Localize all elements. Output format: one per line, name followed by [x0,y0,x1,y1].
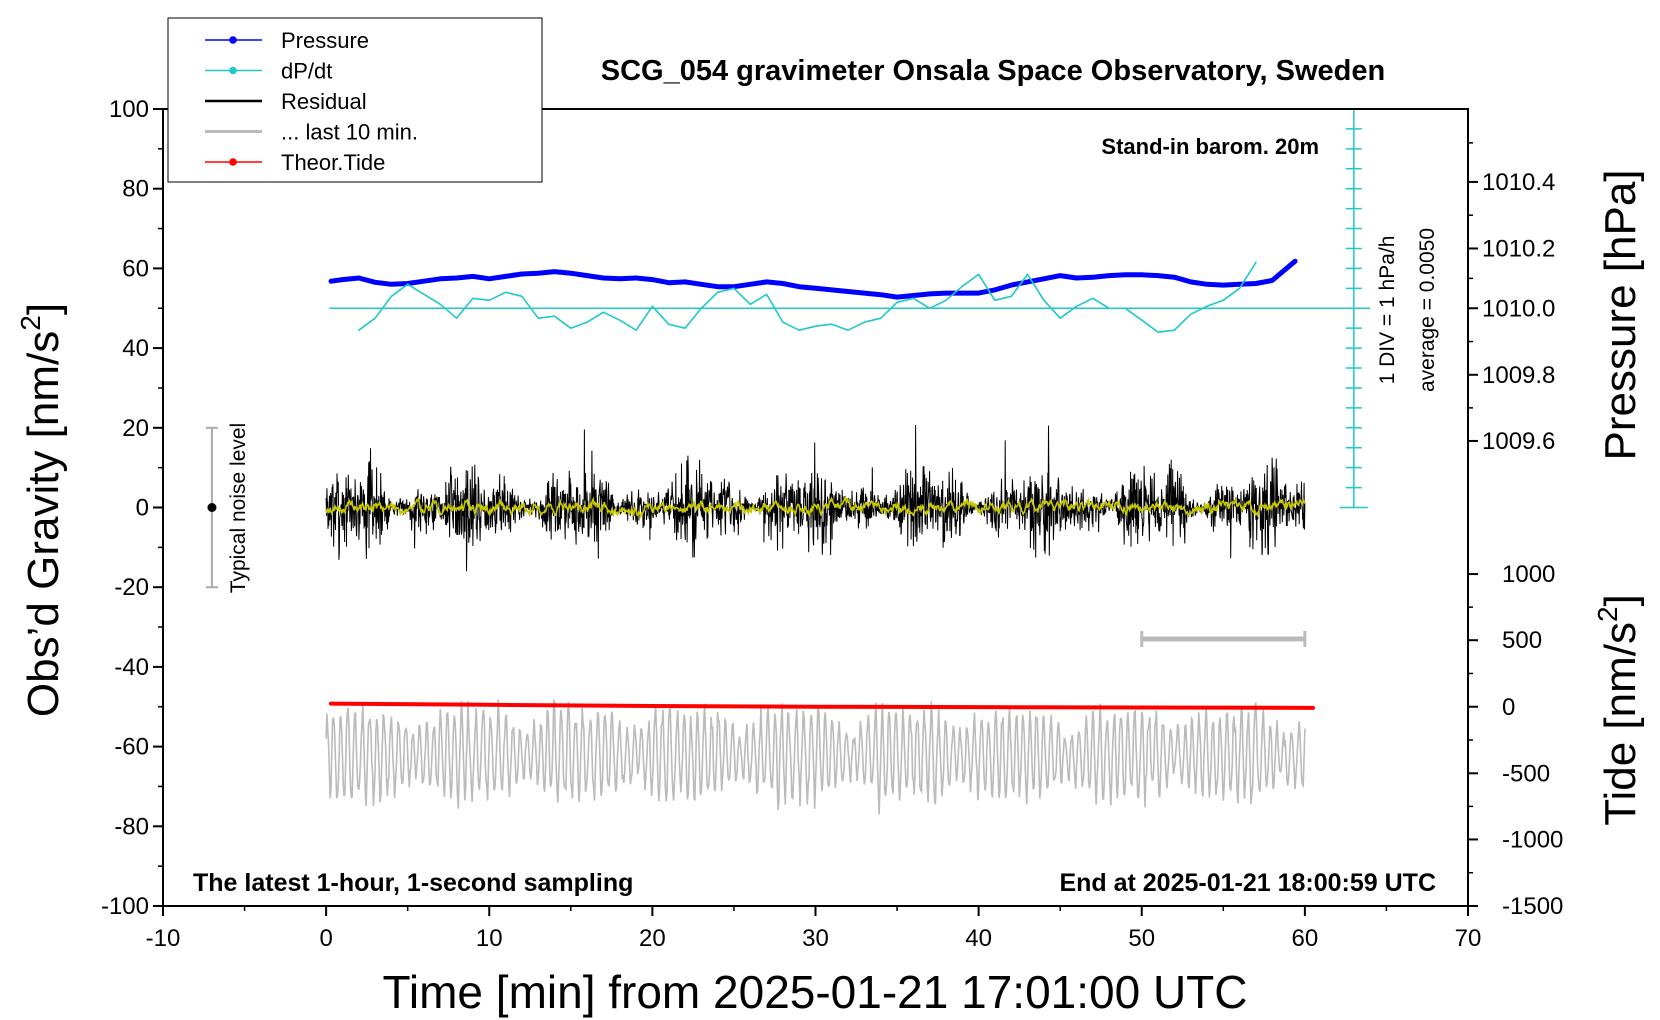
y-tick-label: -60 [114,734,149,761]
y-tick-label: -20 [114,574,149,601]
chart-annotations [205,108,1371,648]
legend: Pressure dP/dt Residual ... last 10 min. The… [167,17,543,183]
tide-tick-label: 1000 [1502,561,1555,588]
y-axis-label-left-exponent: 2 [15,315,46,331]
y-tick-label: -80 [114,813,149,840]
tide-tick-label: -1500 [1502,893,1563,920]
x-tick-label: 0 [319,925,332,952]
axes: -10 0 10 20 30 40 50 60 70100806040200-20-40-60-… [101,96,1563,952]
end-time-note: End at 2025-01-21 18:00:59 UTC [1059,869,1436,897]
y-axis-label-tide: Tide [nm/s2] [1592,594,1645,826]
noise-level-label: Typical noise level [227,423,250,593]
tide-tick-label: 500 [1502,627,1542,654]
barometer-note: Stand-in barom. 20m [1101,134,1319,159]
x-tick-label: 70 [1455,925,1482,952]
dpdt-average-label: average = 0.0050 [1416,228,1439,392]
pressure-tick-label: 1009.6 [1482,428,1555,455]
legend-marker [229,36,237,44]
pressure-tick-label: 1010.4 [1482,169,1555,196]
pressure-line [328,258,1298,300]
y-tick-label: 100 [109,96,149,123]
y-axis-label-tide-exponent: 2 [1592,606,1623,622]
y-tick-label: 80 [122,176,149,203]
last-10-min-series [325,698,1306,815]
tide-tick-label: -1000 [1502,826,1563,853]
chart-title: SCG_054 gravimeter Onsala Space Observat… [601,55,1385,87]
y-tick-label: 40 [122,335,149,362]
sampling-note: The latest 1-hour, 1-second sampling [193,869,633,897]
tide-tick-label: 0 [1502,694,1515,721]
residual-smoothed-series [325,495,1306,519]
legend-marker [229,158,237,166]
x-tick-label: 30 [802,925,829,952]
tide-line [329,701,1315,710]
y-tick-label: 20 [122,415,149,442]
x-tick-label: 10 [476,925,503,952]
y-tick-label: -40 [114,654,149,681]
pressure-tick-label: 1010.2 [1482,235,1555,262]
line-series [328,258,1315,710]
residual-smoothed-line [325,495,1306,519]
y-tick-label: -100 [101,893,149,920]
legend-marker [229,66,237,75]
legend-label: Theor.Tide [281,150,385,175]
legend-label: ... last 10 min. [281,120,418,145]
x-tick-label: 50 [1128,925,1155,952]
legend-label: Residual [281,89,367,114]
legend-label: Pressure [281,28,369,53]
x-tick-label: -10 [146,925,181,952]
pressure-tick-label: 1009.8 [1482,362,1555,389]
x-tick-label: 40 [965,925,992,952]
y-tick-label: 0 [136,495,149,522]
x-axis-label: Time [min] from 2025-01-21 17:01:00 UTC [383,966,1248,1018]
dpdt-line [358,261,1257,333]
y-tick-label: 60 [122,255,149,282]
noise-bar-center [207,503,217,512]
last-10-min-line [325,698,1306,815]
y-axis-label-pressure: Pressure [hPa] [1596,169,1645,460]
legend-label: dP/dt [281,59,332,84]
tide-tick-label: -500 [1502,760,1550,787]
y-axis-label-left: Obs’d Gravity [nm/s2] [15,303,68,717]
pressure-tick-label: 1010.0 [1482,295,1555,322]
x-tick-label: 20 [639,925,666,952]
x-tick-label: 60 [1292,925,1319,952]
dpdt-div-label: 1 DIV = 1 hPa/h [1376,236,1399,385]
